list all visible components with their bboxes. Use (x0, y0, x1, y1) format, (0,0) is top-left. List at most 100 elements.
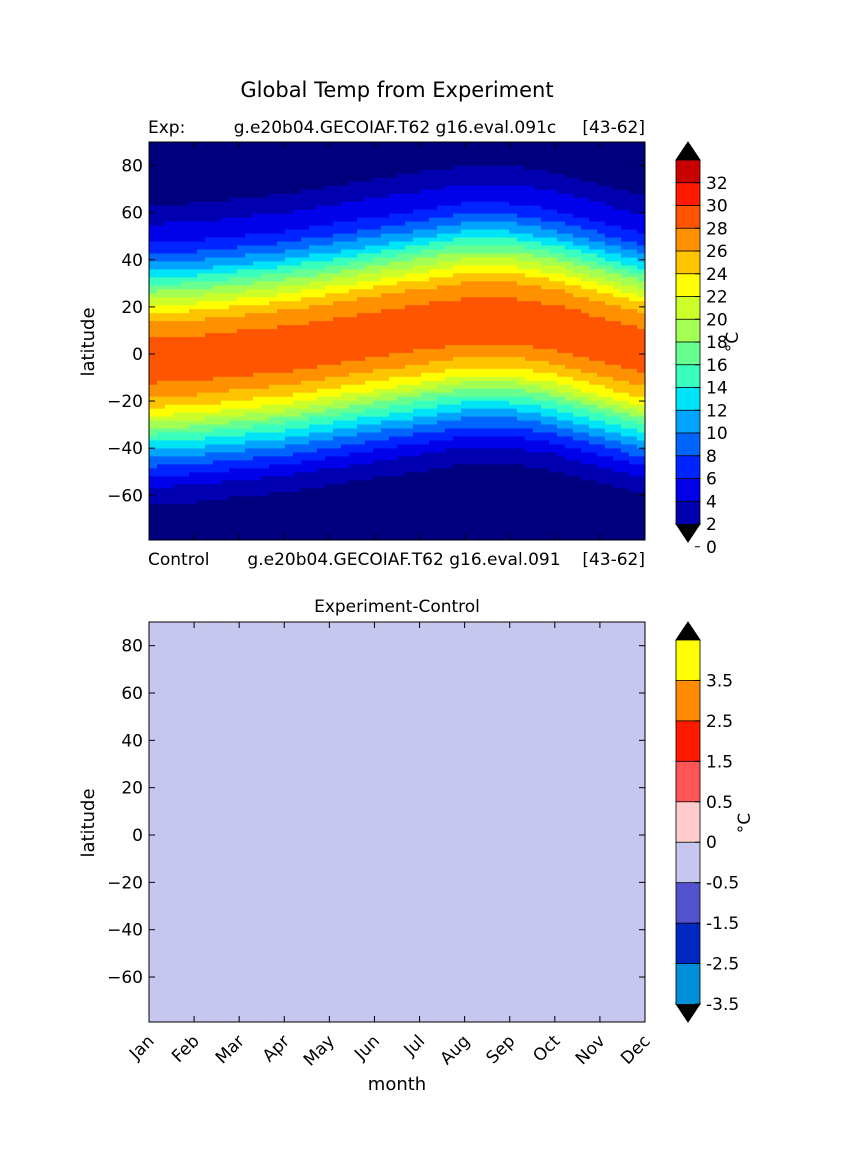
contour-cell (213, 380, 222, 386)
contour-cell (181, 444, 190, 450)
contour-cell (413, 265, 422, 270)
contour-cell (429, 225, 438, 231)
contour-cell (381, 436, 390, 442)
contour-cell (397, 356, 406, 362)
contour-cell (189, 145, 198, 151)
contour-cell (165, 404, 174, 410)
contour-cell (501, 293, 510, 298)
contour-cell (349, 249, 358, 255)
contour-cell (317, 333, 326, 338)
contour-cell (373, 444, 382, 450)
contour-cell (341, 293, 350, 298)
contour-cell (189, 297, 198, 302)
contour-cell (477, 277, 486, 282)
contour-cell (389, 165, 398, 171)
contour-cell (149, 432, 158, 438)
contour-cell (197, 384, 206, 390)
contour-cell (277, 444, 286, 450)
contour-cell (197, 392, 206, 398)
contour-cell (381, 360, 390, 366)
contour-cell (365, 197, 374, 203)
contour-cell (389, 380, 398, 386)
contour-cell (413, 480, 422, 485)
contour-cell (189, 337, 198, 342)
contour-cell (405, 333, 414, 338)
contour-cell (157, 145, 166, 151)
contour-cell (173, 488, 182, 493)
contour-cell (317, 149, 326, 155)
contour-cell (325, 241, 334, 247)
contour-cell (229, 229, 238, 235)
contour-cell (533, 213, 542, 219)
contour-cell (317, 500, 326, 505)
contour-cell (325, 281, 334, 286)
contour-cell (269, 444, 278, 450)
contour-cell (477, 165, 486, 171)
contour-cell (477, 289, 486, 294)
contour-cell (253, 516, 262, 521)
contour-cell (181, 436, 190, 442)
contour-cell (309, 440, 318, 446)
contour-cell (301, 520, 310, 525)
contour-cell (365, 504, 374, 509)
contour-cell (293, 488, 302, 493)
contour-cell (493, 392, 502, 398)
contour-cell (325, 301, 334, 306)
contour-cell (205, 221, 214, 227)
contour-cell (541, 352, 550, 358)
contour-cell (149, 376, 158, 382)
contour-cell (221, 528, 230, 533)
contour-cell (477, 337, 486, 342)
contour-cell (253, 309, 262, 314)
contour-cell (525, 193, 534, 199)
contour-cell (309, 169, 318, 175)
contour-cell (181, 448, 190, 454)
contour-cell (525, 468, 534, 473)
contour-cell (333, 356, 342, 362)
contour-cell (421, 404, 430, 410)
contour-cell (237, 185, 246, 191)
contour-cell (165, 157, 174, 163)
contour-cell (381, 305, 390, 310)
contour-cell (341, 496, 350, 501)
contour-cell (341, 356, 350, 362)
contour-cell (317, 301, 326, 306)
contour-cell (301, 444, 310, 450)
contour-cell (485, 233, 494, 239)
contour-cell (469, 396, 478, 402)
contour-cell (149, 333, 158, 338)
contour-cell (365, 352, 374, 358)
contour-cell (221, 217, 230, 223)
contour-cell (165, 277, 174, 282)
contour-cell (373, 213, 382, 219)
contour-cell (469, 225, 478, 231)
contour-cell (445, 225, 454, 231)
contour-cell (277, 265, 286, 270)
contour-cell (445, 277, 454, 282)
contour-cell (437, 448, 446, 454)
contour-cell (381, 149, 390, 155)
contour-cell (229, 512, 238, 517)
contour-cell (509, 229, 518, 235)
contour-cell (165, 388, 174, 394)
contour-cell (229, 341, 238, 346)
contour-cell (341, 185, 350, 191)
contour-cell (349, 384, 358, 390)
contour-cell (229, 281, 238, 286)
contour-cell (181, 380, 190, 386)
contour-cell (277, 273, 286, 278)
contour-cell (325, 321, 334, 326)
contour-cell (261, 341, 270, 346)
contour-cell (269, 329, 278, 334)
contour-cell (357, 516, 366, 521)
contour-cell (405, 165, 414, 171)
contour-cell (333, 476, 342, 481)
contour-cell (517, 488, 526, 493)
contour-cell (509, 392, 518, 398)
contour-cell (173, 344, 182, 350)
contour-cell (373, 424, 382, 430)
contour-cell (389, 321, 398, 326)
contour-cell (461, 512, 470, 517)
contour-cell (333, 372, 342, 378)
contour-cell (509, 269, 518, 274)
